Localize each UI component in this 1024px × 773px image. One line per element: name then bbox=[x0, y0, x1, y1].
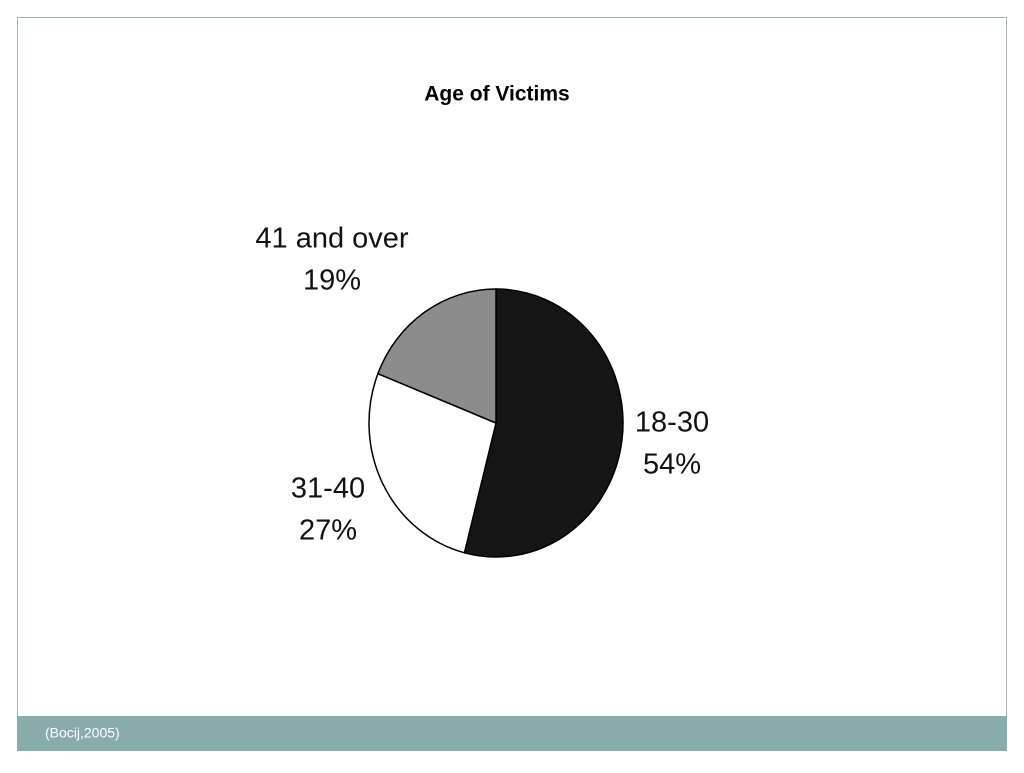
footer-bar bbox=[17, 716, 1007, 751]
pie-slice bbox=[463, 288, 624, 558]
slice-category-label: 18-30 bbox=[635, 407, 709, 439]
slice-value-label: 19% bbox=[303, 265, 361, 297]
slice-category-label: 31-40 bbox=[291, 473, 365, 505]
pie: 18-30 54% 31-40 27% 41 and over 19% bbox=[255, 223, 709, 558]
slice-category-label: 41 and over bbox=[255, 223, 409, 255]
pie-slice bbox=[376, 288, 497, 425]
pie-slice bbox=[368, 372, 497, 554]
chart-title: Age of Victims bbox=[424, 83, 569, 106]
footer-source: (Bocij,2005) bbox=[45, 725, 120, 741]
slice-value-label: 54% bbox=[643, 449, 701, 481]
slice-value-label: 27% bbox=[299, 515, 357, 547]
